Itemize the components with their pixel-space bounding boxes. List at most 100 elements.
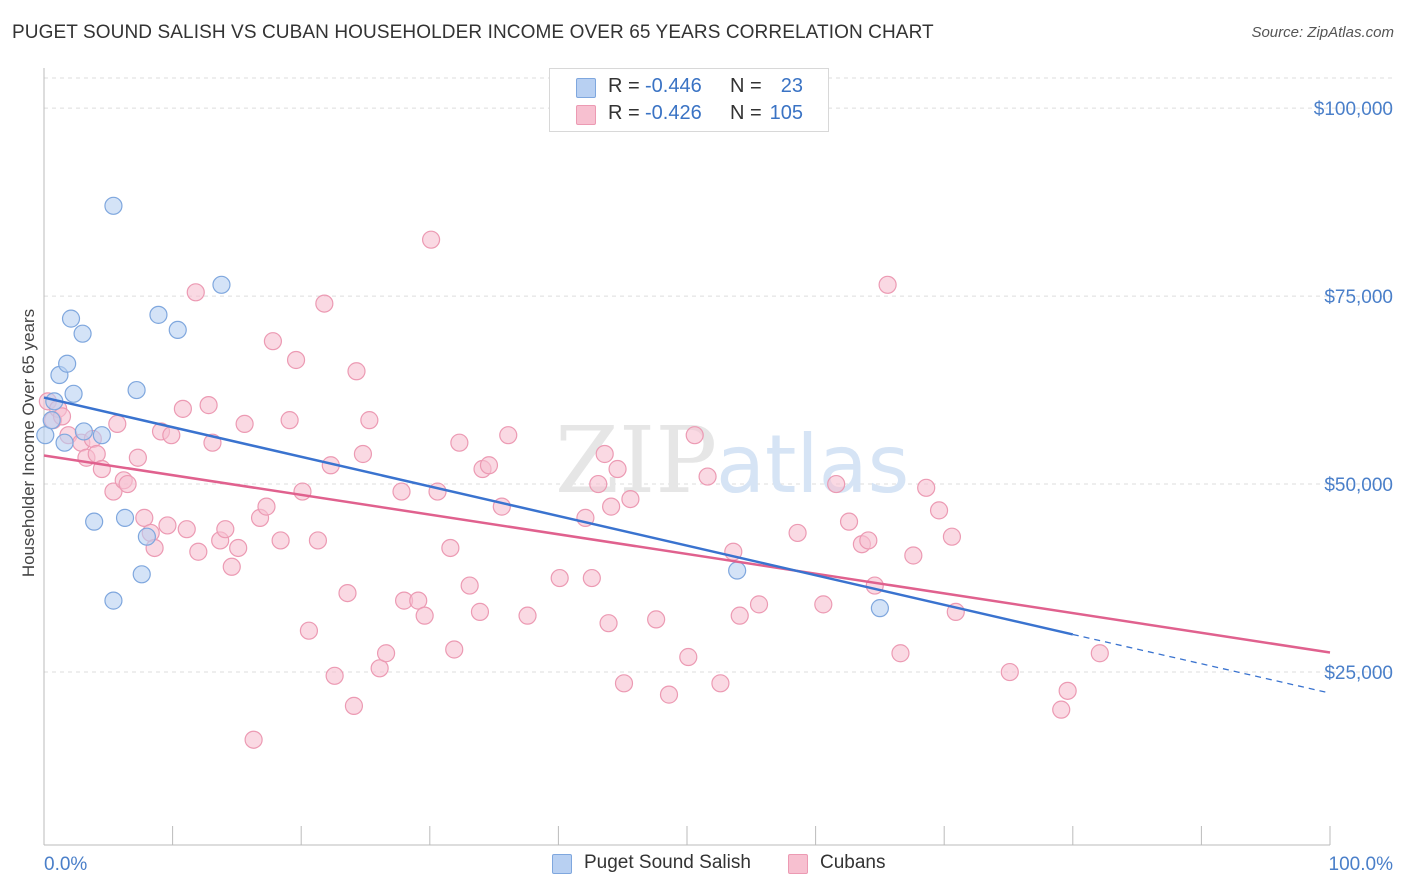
salish-point <box>74 422 93 441</box>
salish-point <box>64 384 83 403</box>
bottom-legend-label-cubans: Cubans <box>820 852 886 873</box>
cuban-point <box>450 433 469 452</box>
cuban-point <box>421 230 441 249</box>
cuban-point <box>698 467 717 486</box>
cuban-point <box>347 362 366 381</box>
chart-source: Source: ZipAtlas.com <box>1251 24 1394 41</box>
salish-trend-extension <box>1072 633 1331 694</box>
salish-point <box>127 380 146 400</box>
cuban-point <box>173 399 192 418</box>
cuban-point <box>470 602 490 621</box>
cuban-point <box>370 659 389 678</box>
cuban-point <box>859 531 878 550</box>
legend-n-value: 105 <box>769 102 803 124</box>
y-tick-label: $25,000 <box>1324 663 1393 684</box>
y-tick-label: $50,000 <box>1324 475 1393 496</box>
cuban-point <box>1052 700 1071 719</box>
cuban-point <box>325 666 344 685</box>
cuban-point <box>602 497 621 516</box>
correlation-legend: R = -0.446 N = 23 R = -0.426 N = 105 <box>549 68 829 132</box>
cuban-point <box>891 644 910 663</box>
salish-point <box>104 196 123 215</box>
cuban-point <box>679 647 698 667</box>
cuban-point <box>865 576 884 595</box>
x-tick-label-min: 0.0% <box>44 854 87 875</box>
cuban-point <box>360 411 379 430</box>
salish-point <box>728 561 747 580</box>
salish-point <box>168 320 187 340</box>
cuban-point <box>235 414 254 434</box>
salish-point <box>92 426 111 445</box>
salish-points <box>36 196 890 618</box>
cuban-point <box>280 411 299 430</box>
trend-lines <box>43 396 1331 694</box>
cuban-point <box>942 527 962 546</box>
cuban-point <box>104 482 123 501</box>
cuban-point <box>135 508 154 527</box>
watermark-atlas: atlas <box>716 418 909 511</box>
cuban-point <box>308 531 328 550</box>
cuban-point <box>222 557 241 576</box>
cuban-point <box>749 595 769 614</box>
cuban-point <box>257 497 276 516</box>
cuban-point <box>409 591 428 610</box>
cuban-point <box>158 516 177 535</box>
cuban-point <box>445 640 464 659</box>
cuban-point <box>518 606 537 625</box>
cuban-point <box>659 685 679 704</box>
salish-point <box>137 527 156 546</box>
salish-point <box>149 305 168 324</box>
salish-point <box>104 591 123 610</box>
legend-r-label: R = <box>608 75 640 97</box>
cuban-point <box>271 531 290 550</box>
cubans-trend-line <box>43 454 1331 654</box>
gridlines <box>44 77 1394 673</box>
cuban-point <box>128 448 147 467</box>
cuban-point <box>1000 662 1019 682</box>
cuban-point <box>338 583 357 603</box>
salish-point <box>212 275 231 294</box>
y-tick-label: $75,000 <box>1324 287 1393 308</box>
cuban-point <box>286 350 306 370</box>
salish-point <box>85 512 104 531</box>
cuban-point <box>878 275 897 294</box>
cuban-point <box>550 568 569 588</box>
cuban-point <box>730 606 749 625</box>
salish-point <box>115 508 135 527</box>
cuban-point <box>621 489 640 509</box>
cuban-point <box>229 538 248 558</box>
cuban-point <box>839 512 859 531</box>
cuban-point <box>582 568 601 588</box>
bottom-legend-label-salish: Puget Sound Salish <box>584 852 751 873</box>
legend-row-cubans: R = -0.426 N = 105 <box>550 102 828 128</box>
cuban-point <box>315 294 334 313</box>
cuban-point <box>595 444 614 464</box>
cuban-point <box>608 459 627 479</box>
cuban-point <box>647 610 666 629</box>
legend-swatch-cubans <box>576 105 596 125</box>
legend-r-value: -0.426 <box>645 102 702 124</box>
salish-point <box>55 433 74 452</box>
salish-point <box>36 426 55 445</box>
cuban-point <box>479 456 499 475</box>
cuban-point <box>685 426 704 445</box>
cuban-point <box>814 595 833 614</box>
cuban-point <box>1090 644 1109 663</box>
legend-r-value: -0.446 <box>645 75 702 97</box>
cuban-point <box>199 396 218 415</box>
cuban-point <box>460 576 479 595</box>
cuban-point <box>904 546 923 565</box>
legend-n-label: N = <box>730 75 762 97</box>
cuban-point <box>263 332 283 351</box>
legend-row-salish: R = -0.446 N = 23 <box>550 75 828 101</box>
legend-r-label: R = <box>608 102 640 124</box>
x-tick-label-max: 100.0% <box>1329 854 1394 875</box>
salish-point <box>42 411 61 430</box>
cuban-point <box>244 730 263 749</box>
cuban-point <box>711 674 730 693</box>
cuban-point <box>441 538 460 558</box>
cuban-point <box>299 621 319 640</box>
cuban-point <box>1058 681 1077 700</box>
cubans-points <box>38 230 1109 749</box>
